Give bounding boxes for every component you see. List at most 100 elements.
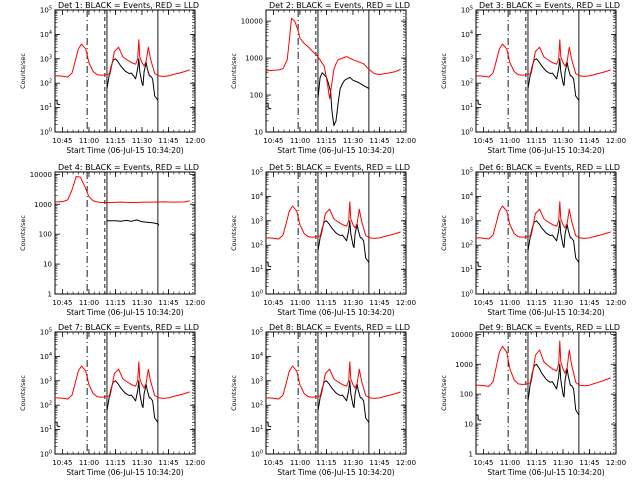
- events-series-line: [527, 58, 580, 101]
- x-tick-label: 12:00: [185, 137, 205, 145]
- chart-title: Det 3: BLACK = Events, RED = LLD: [479, 1, 620, 10]
- x-tick-label: 10:45: [52, 137, 72, 145]
- chart-panel-det-8: Det 8: BLACK = Events, RED = LLD 100 101 10…: [230, 323, 416, 477]
- y-tick-label: 10: [43, 261, 52, 269]
- y-tick-label: 100: [40, 128, 52, 137]
- y-axis-label: Counts/sec: [440, 53, 448, 89]
- y-tick-label: 104: [40, 30, 52, 39]
- x-axis-label: Start Time (06-Jul-15 10:34:20): [66, 308, 183, 317]
- y-tick-label: 104: [461, 30, 473, 39]
- x-tick-label: 12:00: [185, 459, 205, 467]
- x-tick-label: 11:30: [343, 299, 363, 307]
- y-tick-label: 100: [40, 450, 52, 459]
- y-axis-label: Counts/sec: [230, 375, 238, 411]
- x-axis-label: Start Time (06-Jul-15 10:34:20): [66, 468, 183, 477]
- chart-title: Det 5: BLACK = Events, RED = LLD: [269, 163, 410, 172]
- lld-series-line: [266, 361, 401, 400]
- y-tick-label: 104: [40, 352, 52, 361]
- x-tick-label: 11:45: [158, 299, 178, 307]
- y-axis-label: Counts/sec: [19, 215, 27, 251]
- y-tick-label: 101: [40, 425, 52, 434]
- x-tick-label: 11:30: [553, 459, 573, 467]
- x-axis-label: Start Time (06-Jul-15 10:34:20): [277, 308, 394, 317]
- events-series-line: [106, 58, 159, 101]
- y-tick-label: 105: [40, 6, 52, 15]
- x-tick-label: 11:15: [526, 299, 546, 307]
- events-series-line: [55, 99, 61, 106]
- events-series-line: [476, 99, 482, 106]
- x-tick-label: 12:00: [606, 137, 626, 145]
- y-tick-label: 1: [469, 451, 473, 459]
- x-tick-label: 11:00: [500, 299, 520, 307]
- x-tick-label: 11:30: [343, 137, 363, 145]
- y-tick-label: 10: [464, 421, 473, 429]
- y-tick-label: 103: [461, 54, 473, 63]
- x-tick-label: 11:30: [132, 137, 152, 145]
- x-tick-label: 11:00: [500, 459, 520, 467]
- x-tick-label: 11:45: [369, 299, 389, 307]
- chart-title: Det 8: BLACK = Events, RED = LLD: [269, 323, 410, 332]
- y-tick-label: 101: [40, 103, 52, 112]
- plot-frame: [475, 9, 617, 133]
- plot-frame: [54, 331, 196, 455]
- lld-series-line: [55, 39, 190, 78]
- y-axis-label: Counts/sec: [19, 375, 27, 411]
- x-tick-label: 11:45: [158, 459, 178, 467]
- events-series-line: [55, 421, 61, 428]
- x-axis-label: Start Time (06-Jul-15 10:34:20): [487, 146, 604, 155]
- y-tick-label: 10000: [241, 18, 263, 26]
- events-series-line: [317, 72, 370, 126]
- y-tick-label: 1000: [245, 55, 263, 63]
- plot-frame: [475, 331, 617, 455]
- lld-series-line: [476, 39, 611, 78]
- y-tick-label: 102: [461, 241, 473, 250]
- plot-frame: [54, 171, 196, 295]
- y-axis-label: Counts/sec: [19, 53, 27, 89]
- x-axis-label: Start Time (06-Jul-15 10:34:20): [487, 308, 604, 317]
- y-tick-label: 102: [461, 79, 473, 88]
- y-tick-label: 105: [461, 6, 473, 15]
- y-axis-label: Counts/sec: [440, 215, 448, 251]
- x-tick-label: 11:45: [158, 137, 178, 145]
- lld-series-line: [55, 176, 190, 203]
- x-tick-label: 10:45: [473, 299, 493, 307]
- x-tick-label: 11:15: [105, 459, 125, 467]
- x-tick-label: 11:30: [553, 299, 573, 307]
- y-tick-label: 10000: [30, 171, 52, 179]
- x-axis-label: Start Time (06-Jul-15 10:34:20): [487, 468, 604, 477]
- y-tick-label: 103: [40, 54, 52, 63]
- y-tick-label: 10000: [451, 331, 473, 339]
- x-tick-label: 12:00: [606, 299, 626, 307]
- x-tick-label: 11:00: [500, 137, 520, 145]
- x-tick-label: 12:00: [396, 137, 416, 145]
- lld-series-line: [476, 340, 611, 387]
- events-series-line: [476, 261, 482, 268]
- y-tick-label: 101: [251, 425, 263, 434]
- events-series-line: [106, 380, 159, 423]
- x-tick-label: 10:45: [263, 299, 283, 307]
- x-tick-label: 12:00: [606, 459, 626, 467]
- y-tick-label: 104: [251, 352, 263, 361]
- y-tick-label: 10: [254, 129, 263, 137]
- plot-frame: [475, 171, 617, 295]
- x-tick-label: 11:30: [132, 459, 152, 467]
- x-tick-label: 10:45: [52, 299, 72, 307]
- chart-title: Det 1: BLACK = Events, RED = LLD: [58, 1, 199, 10]
- plot-frame: [54, 9, 196, 133]
- chart-panel-det-3: Det 3: BLACK = Events, RED = LLD 100 101 10…: [440, 1, 626, 155]
- events-series-line: [266, 421, 272, 428]
- x-tick-label: 11:30: [343, 459, 363, 467]
- y-tick-label: 100: [39, 231, 52, 239]
- chart-title: Det 7: BLACK = Events, RED = LLD: [58, 323, 199, 332]
- x-tick-label: 11:00: [290, 299, 310, 307]
- x-tick-label: 11:15: [316, 459, 336, 467]
- x-tick-label: 10:45: [263, 459, 283, 467]
- x-axis-label: Start Time (06-Jul-15 10:34:20): [277, 468, 394, 477]
- x-tick-label: 10:45: [473, 137, 493, 145]
- x-tick-label: 12:00: [396, 299, 416, 307]
- y-axis-label: Counts/sec: [230, 53, 238, 89]
- x-tick-label: 11:45: [369, 459, 389, 467]
- y-tick-label: 105: [461, 168, 473, 177]
- events-series-line: [266, 261, 272, 268]
